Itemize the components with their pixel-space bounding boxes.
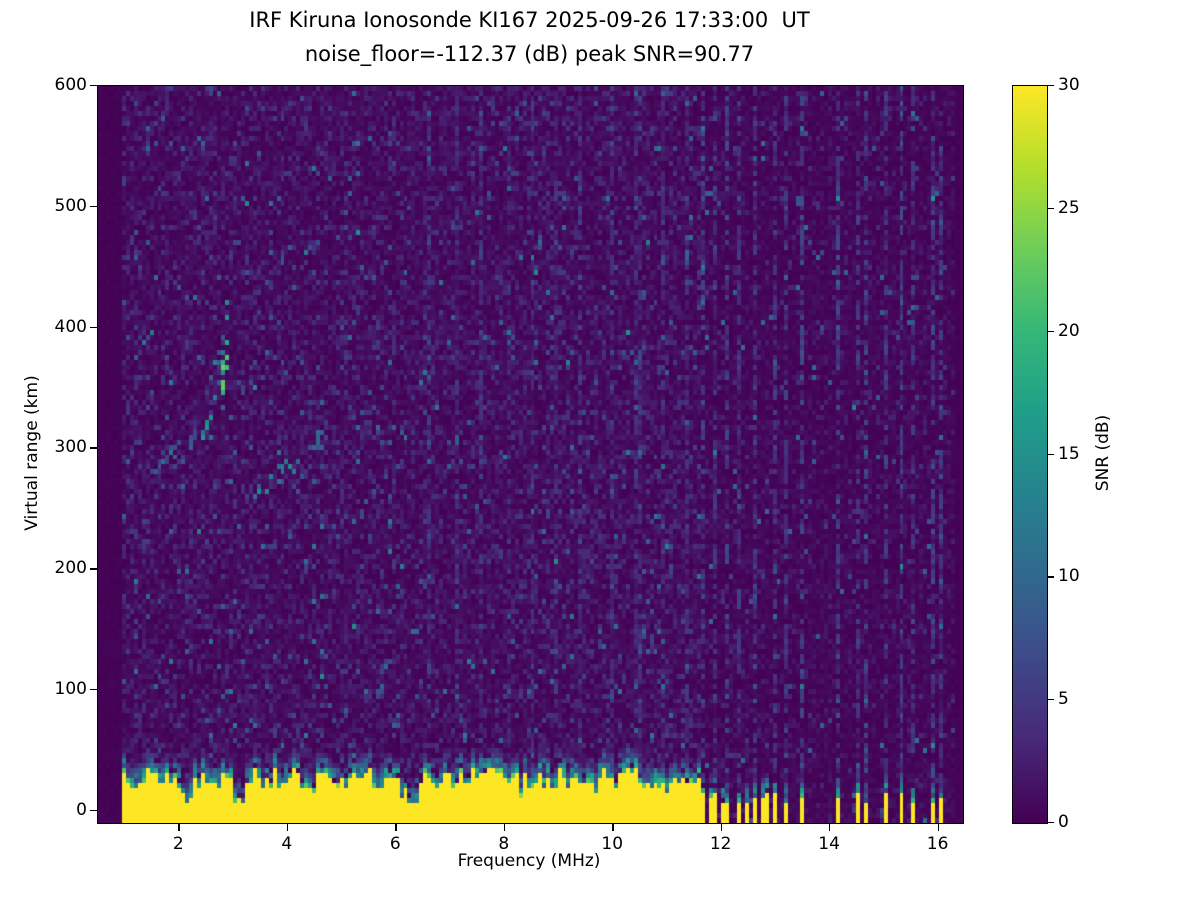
x-tick-mark bbox=[612, 824, 614, 831]
heatmap-canvas bbox=[98, 86, 963, 823]
chart-title: IRF Kiruna Ionosonde KI167 2025-09-26 17… bbox=[249, 8, 810, 32]
x-tick-label: 12 bbox=[709, 834, 732, 854]
y-tick-mark bbox=[90, 568, 97, 570]
colorbar-tick-label: 20 bbox=[1058, 320, 1080, 341]
x-tick-mark bbox=[178, 824, 180, 831]
x-tick-mark bbox=[720, 824, 722, 831]
x-tick-mark bbox=[286, 824, 289, 831]
colorbar-tick-mark bbox=[1048, 822, 1054, 824]
x-tick-label: 6 bbox=[389, 834, 401, 854]
y-tick-mark bbox=[90, 447, 97, 449]
y-tick-mark bbox=[90, 205, 97, 208]
colorbar bbox=[1012, 85, 1048, 824]
y-tick-label: 300 bbox=[54, 437, 87, 458]
y-tick-label: 0 bbox=[76, 799, 87, 820]
y-tick-mark bbox=[90, 689, 97, 691]
x-tick-label: 14 bbox=[818, 834, 840, 854]
y-tick-label: 100 bbox=[54, 679, 87, 700]
x-tick-label: 4 bbox=[281, 834, 293, 854]
x-tick-label: 2 bbox=[172, 834, 184, 854]
colorbar-label: SNR (dB) bbox=[1093, 414, 1113, 492]
colorbar-tick-label: 30 bbox=[1058, 75, 1080, 95]
x-tick-mark bbox=[395, 824, 397, 831]
x-tick-label: 8 bbox=[498, 834, 510, 854]
x-axis-label: Frequency (MHz) bbox=[457, 851, 601, 871]
y-tick-mark bbox=[90, 85, 97, 87]
colorbar-tick-label: 10 bbox=[1058, 566, 1080, 587]
y-tick-label: 200 bbox=[54, 558, 87, 579]
chart-subtitle: noise_floor=-112.37 (dB) peak SNR=90.77 bbox=[304, 42, 755, 66]
x-tick-mark bbox=[503, 824, 506, 831]
y-tick-label: 500 bbox=[54, 195, 87, 216]
x-tick-label: 16 bbox=[926, 834, 949, 854]
colorbar-tick-label: 15 bbox=[1058, 443, 1080, 464]
y-axis-label: Virtual range (km) bbox=[22, 375, 42, 531]
colorbar-tick-label: 5 bbox=[1058, 689, 1069, 710]
x-tick-mark bbox=[829, 824, 831, 831]
y-tick-label: 400 bbox=[54, 316, 87, 337]
colorbar-tick-mark bbox=[1048, 207, 1054, 210]
y-tick-mark bbox=[90, 326, 97, 328]
colorbar-tick-mark bbox=[1048, 699, 1054, 701]
y-tick-label: 600 bbox=[54, 75, 87, 95]
colorbar-tick-mark bbox=[1048, 453, 1054, 455]
colorbar-tick-label: 0 bbox=[1058, 812, 1069, 832]
colorbar-tick-label: 25 bbox=[1058, 197, 1080, 218]
colorbar-tick-mark bbox=[1048, 330, 1054, 332]
y-tick-mark bbox=[90, 809, 97, 812]
colorbar-tick-mark bbox=[1048, 576, 1054, 578]
x-tick-mark bbox=[937, 824, 939, 831]
x-tick-label: 10 bbox=[601, 834, 624, 854]
colorbar-tick-mark bbox=[1048, 85, 1054, 87]
colorbar-gradient bbox=[1013, 86, 1047, 823]
plot-area bbox=[97, 85, 964, 824]
